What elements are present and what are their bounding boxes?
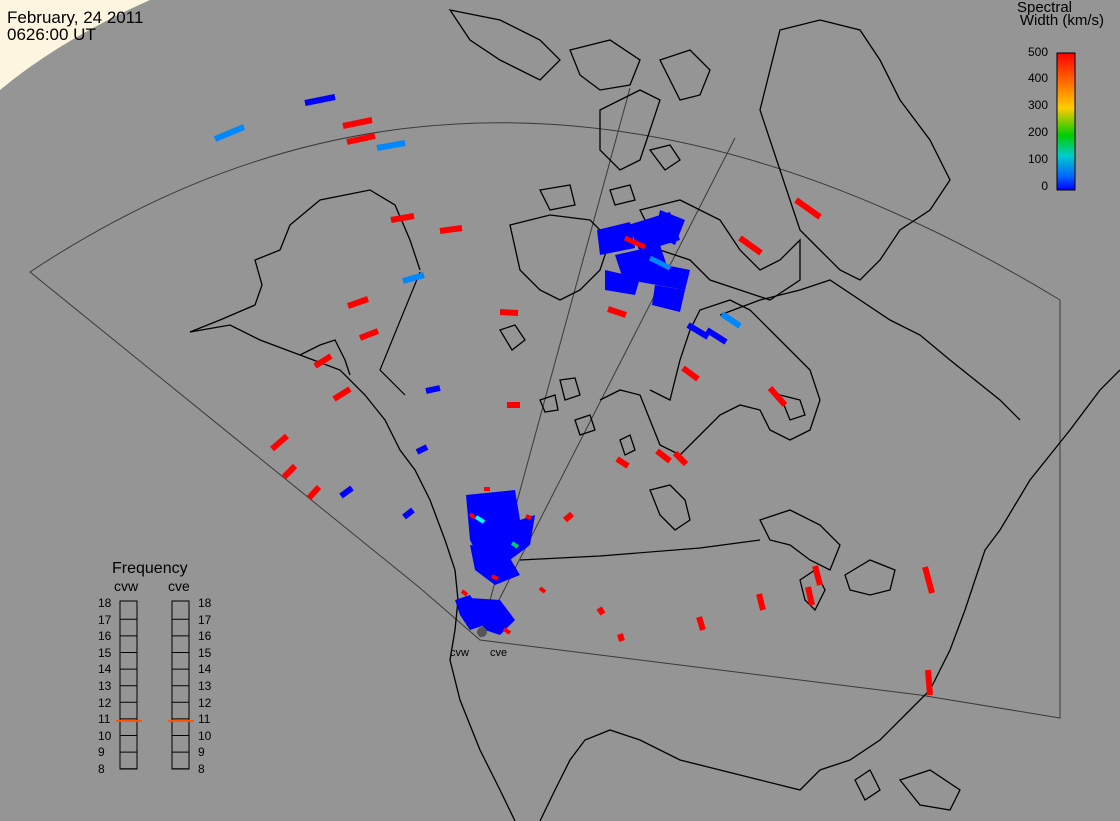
frequency-tick-right: 11 <box>198 712 211 727</box>
return-bar <box>794 197 822 220</box>
plot-date: February, 24 2011 <box>7 8 144 27</box>
frequency-tick-left: 9 <box>98 745 105 760</box>
frequency-tick-left: 17 <box>98 612 112 627</box>
return-bar <box>346 133 376 145</box>
return-bar <box>615 456 630 469</box>
colorbar <box>1056 52 1076 191</box>
return-bar <box>696 616 706 631</box>
return-bar <box>756 593 766 611</box>
station-label-west: cvw <box>450 647 469 659</box>
frequency-tick-right: 15 <box>198 645 212 660</box>
plot-time: 0626:00 UT <box>7 25 96 44</box>
frequency-tick-right: 12 <box>198 695 212 710</box>
return-bar <box>925 669 933 696</box>
return-bar <box>415 444 429 455</box>
return-bar <box>390 213 415 223</box>
radar-site-marker <box>477 627 487 637</box>
return-bar <box>922 566 935 594</box>
colorbar-tick: 0 <box>1041 179 1048 193</box>
return-bar <box>358 328 380 341</box>
return-bar <box>425 385 441 394</box>
colorbar-tick: 100 <box>1027 152 1048 166</box>
borders <box>379 271 761 561</box>
frequency-tick-right: 9 <box>198 745 205 760</box>
station-label-east: cve <box>490 647 508 659</box>
frequency-tick-left: 16 <box>98 629 112 644</box>
return-bar <box>767 386 788 407</box>
coastlines <box>189 9 1120 821</box>
return-bar <box>402 272 425 284</box>
colorbar-title: Spectral <box>1016 0 1072 16</box>
return-bar <box>281 463 298 480</box>
return-bar <box>313 353 333 369</box>
frequency-tick-left: 18 <box>98 596 112 610</box>
frequency-tick-left: 11 <box>98 712 111 727</box>
return-bar <box>347 296 369 309</box>
frequency-tick-left: 15 <box>98 645 112 660</box>
frequency-tick-right: 10 <box>198 728 212 743</box>
return-bar <box>339 485 354 499</box>
return-cluster-south <box>455 487 547 635</box>
frequency-title: Frequency <box>112 560 188 577</box>
return-bar <box>655 448 672 464</box>
frequency-tick-right: 8 <box>198 762 205 776</box>
return-bar <box>270 433 289 452</box>
return-bar <box>342 117 373 129</box>
return-bar <box>738 235 763 256</box>
frequency-radar-label: cve <box>168 578 190 594</box>
return-cluster-north <box>597 210 690 312</box>
frequency-tick-right: 14 <box>198 662 212 677</box>
return-bar <box>596 606 606 616</box>
radar-returns <box>213 94 935 696</box>
return-bar <box>376 140 406 151</box>
frequency-tick-left: 14 <box>98 662 112 677</box>
frequency-tick-left: 12 <box>98 695 112 710</box>
frequency-tick-left: 10 <box>98 728 112 743</box>
daylight-region <box>0 0 150 90</box>
return-bar <box>812 565 823 586</box>
frequency-tick-right: 16 <box>198 629 212 644</box>
return-bar <box>304 94 336 106</box>
return-bar <box>805 586 815 606</box>
return-bar <box>306 484 322 501</box>
colorbar-tick: 400 <box>1027 71 1048 85</box>
frequency-radar-label: cvw <box>114 578 139 594</box>
colorbar-tick: 500 <box>1027 45 1048 59</box>
return-bar <box>332 386 352 402</box>
frequency-tick-right: 18 <box>198 596 212 610</box>
colorbar-tick: 200 <box>1027 125 1048 139</box>
frequency-tick-right: 17 <box>198 612 212 627</box>
return-bar <box>720 311 742 329</box>
colorbar-units: Width (km/s) <box>1019 12 1104 29</box>
frequency-tick-left: 8 <box>98 762 105 776</box>
frequency-tick-left: 13 <box>98 679 112 693</box>
return-bar <box>213 124 246 142</box>
frequency-gauges <box>119 600 190 770</box>
return-bar <box>686 322 710 340</box>
return-bar <box>499 309 519 316</box>
colorbar-tick: 300 <box>1027 98 1048 112</box>
return-bar <box>681 365 700 382</box>
return-bar <box>439 225 463 234</box>
return-bar <box>607 306 627 318</box>
return-bar <box>617 633 625 642</box>
return-bar <box>672 450 689 467</box>
return-bar <box>402 507 415 520</box>
frequency-tick-right: 13 <box>198 679 212 693</box>
return-bar <box>563 511 574 523</box>
return-bar <box>705 327 728 345</box>
